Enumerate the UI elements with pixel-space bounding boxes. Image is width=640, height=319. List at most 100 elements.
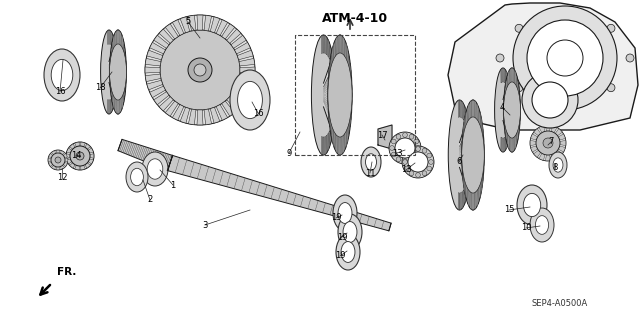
Polygon shape (351, 104, 352, 113)
Polygon shape (227, 29, 241, 43)
Circle shape (427, 153, 431, 158)
Polygon shape (66, 154, 70, 158)
Polygon shape (116, 53, 117, 62)
Polygon shape (341, 137, 342, 155)
Polygon shape (145, 67, 160, 73)
Polygon shape (468, 190, 470, 207)
Polygon shape (81, 165, 85, 170)
Polygon shape (115, 45, 116, 57)
Polygon shape (506, 70, 507, 85)
Polygon shape (48, 158, 51, 162)
Polygon shape (505, 124, 506, 135)
Polygon shape (109, 30, 111, 44)
Ellipse shape (461, 100, 484, 210)
Text: 19: 19 (331, 213, 341, 222)
Ellipse shape (230, 70, 270, 130)
Polygon shape (462, 165, 463, 174)
Polygon shape (460, 100, 461, 117)
Polygon shape (335, 133, 336, 151)
Polygon shape (326, 36, 327, 55)
Polygon shape (344, 39, 345, 57)
Circle shape (403, 160, 408, 164)
Polygon shape (49, 153, 52, 158)
Polygon shape (168, 155, 391, 231)
Circle shape (194, 64, 206, 76)
Polygon shape (338, 35, 339, 54)
Polygon shape (508, 78, 509, 92)
Polygon shape (329, 70, 330, 80)
Polygon shape (88, 159, 93, 164)
Ellipse shape (549, 152, 567, 178)
Polygon shape (115, 87, 116, 99)
Polygon shape (507, 132, 508, 146)
Ellipse shape (109, 30, 127, 114)
Polygon shape (483, 145, 484, 151)
Polygon shape (328, 99, 329, 105)
Polygon shape (476, 190, 477, 207)
Text: ATM-4-10: ATM-4-10 (322, 12, 388, 25)
Polygon shape (476, 103, 477, 120)
Polygon shape (116, 100, 118, 114)
Polygon shape (110, 82, 111, 92)
Text: 2: 2 (147, 196, 152, 204)
Text: 13: 13 (401, 166, 412, 174)
Polygon shape (351, 99, 352, 105)
Polygon shape (334, 109, 335, 120)
Ellipse shape (109, 44, 127, 100)
Polygon shape (483, 159, 484, 166)
Text: 13: 13 (392, 149, 403, 158)
Polygon shape (180, 17, 189, 33)
Polygon shape (172, 105, 184, 120)
Polygon shape (111, 87, 112, 99)
Polygon shape (461, 192, 463, 209)
Ellipse shape (461, 117, 484, 193)
Polygon shape (324, 137, 326, 155)
Polygon shape (467, 106, 468, 123)
Polygon shape (468, 103, 470, 120)
Circle shape (607, 84, 615, 92)
Polygon shape (462, 145, 463, 151)
Polygon shape (114, 39, 115, 52)
Polygon shape (113, 95, 114, 110)
Polygon shape (515, 70, 516, 85)
Text: 19: 19 (335, 251, 345, 261)
Polygon shape (332, 57, 333, 71)
Polygon shape (545, 125, 550, 131)
Ellipse shape (530, 208, 554, 242)
Polygon shape (479, 184, 481, 199)
Polygon shape (467, 180, 468, 194)
Polygon shape (116, 30, 118, 44)
Circle shape (547, 40, 583, 76)
Polygon shape (470, 192, 471, 209)
Polygon shape (81, 142, 85, 147)
Polygon shape (145, 74, 161, 82)
Polygon shape (534, 150, 541, 157)
Polygon shape (75, 165, 79, 170)
Polygon shape (159, 29, 173, 43)
Polygon shape (216, 105, 228, 120)
Polygon shape (330, 46, 332, 63)
Circle shape (415, 145, 420, 150)
Circle shape (429, 160, 433, 164)
Polygon shape (468, 175, 469, 188)
Polygon shape (534, 129, 541, 136)
Polygon shape (505, 85, 506, 96)
Polygon shape (378, 125, 392, 149)
Polygon shape (463, 175, 465, 188)
Circle shape (427, 166, 431, 171)
Circle shape (515, 84, 523, 92)
Polygon shape (483, 137, 484, 145)
Polygon shape (118, 100, 120, 114)
Ellipse shape (328, 35, 352, 155)
Polygon shape (115, 31, 116, 46)
Polygon shape (332, 46, 333, 63)
Polygon shape (463, 103, 464, 120)
Polygon shape (342, 36, 344, 55)
Ellipse shape (312, 35, 335, 155)
Circle shape (513, 6, 617, 110)
Polygon shape (211, 107, 220, 123)
Polygon shape (328, 77, 329, 86)
Polygon shape (67, 159, 72, 164)
Polygon shape (321, 137, 323, 155)
Polygon shape (333, 115, 334, 127)
